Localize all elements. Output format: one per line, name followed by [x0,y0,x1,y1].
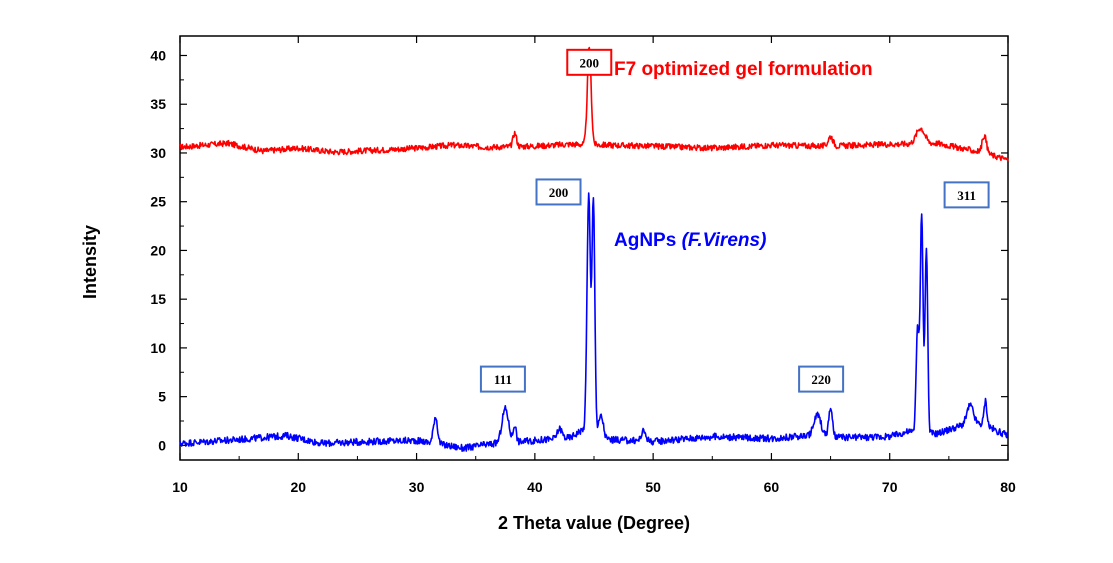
series-label-agnps-italic: (F.Virens) [682,230,767,251]
series-label-agnps-main: AgNPs [614,230,682,251]
plot-area: 10 20 30 40 50 60 70 80 0 5 10 15 20 25 30 35 40 F7 optim… [150,35,1016,495]
x-tick-label: 80 [1000,479,1016,495]
series-line-0 [179,46,1009,162]
x-tick-label: 10 [172,479,188,495]
peak-label-200: 200 [549,185,569,200]
x-tick-label: 30 [409,479,425,495]
series-label-f7: F7 optimized gel formulation [614,59,873,80]
y-axis-title: Intensity [80,225,100,299]
peak-label-200: 200 [580,55,600,70]
series-label-agnps: AgNPs (F.Virens) [614,230,766,251]
series-line-1 [179,192,1009,452]
y-tick-label: 15 [150,291,166,307]
y-tick-label: 35 [150,96,166,112]
peak-label-111: 111 [494,372,512,387]
peak-label-box [535,178,582,206]
y-tick-label: 20 [150,242,166,258]
y-tick-label: 40 [150,47,166,63]
peak-label-box [566,48,613,76]
y-tick-label: 0 [158,437,166,453]
x-tick-label: 20 [290,479,306,495]
x-tick-label: 40 [527,479,543,495]
x-tick-label: 70 [882,479,898,495]
peak-label-220: 220 [811,372,831,387]
peak-label-311: 311 [957,188,976,203]
y-tick-label: 5 [158,389,166,405]
x-axis-title: 2 Theta value (Degree) [498,513,690,533]
peak-label-box [479,365,526,393]
peak-label-box [943,181,990,209]
peak-label-box [798,365,845,393]
y-tick-label: 10 [150,340,166,356]
x-tick-label: 60 [764,479,780,495]
x-tick-label: 50 [645,479,661,495]
y-tick-label: 30 [150,145,166,161]
y-tick-label: 25 [150,194,166,210]
